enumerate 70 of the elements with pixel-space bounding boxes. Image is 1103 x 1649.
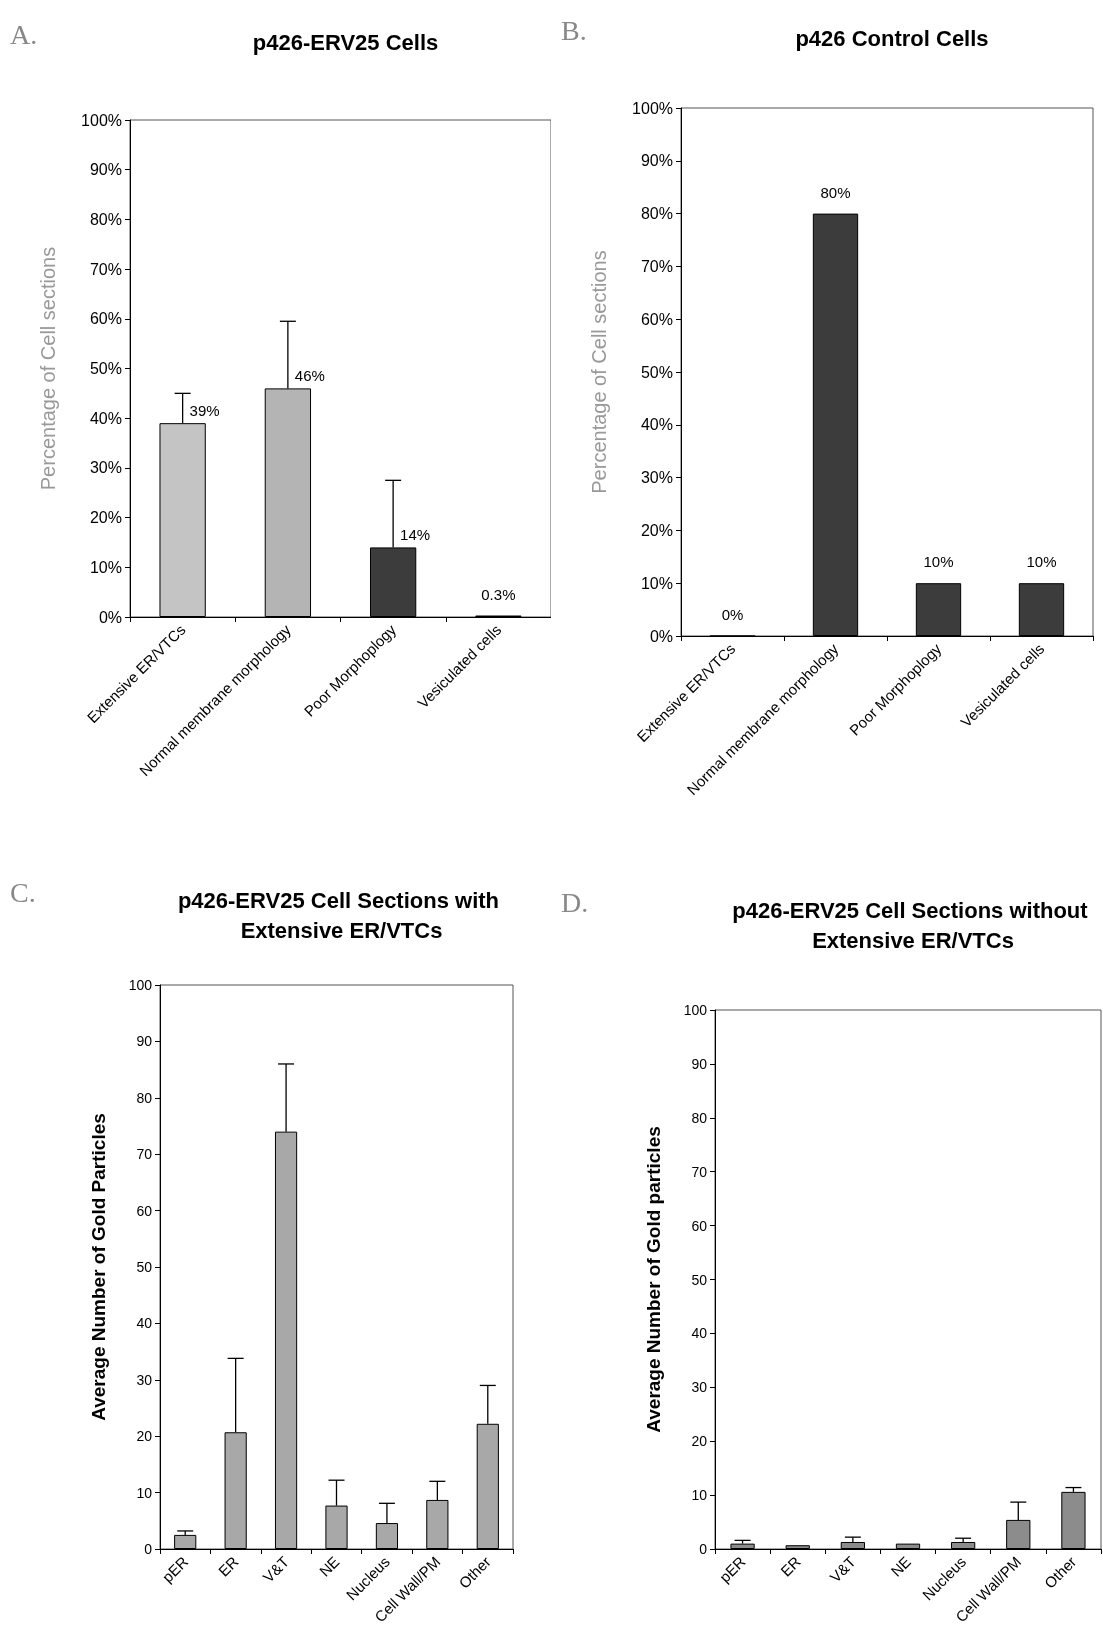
y-tick-label: 10% bbox=[89, 558, 122, 576]
text: D. bbox=[561, 886, 589, 918]
y-tick-label: 40 bbox=[136, 1315, 153, 1332]
y-axis-title: Average Number of Gold particles bbox=[643, 1126, 664, 1433]
y-tick-label: 50% bbox=[89, 360, 122, 377]
chart-title: p426-ERV25 Cell Sections without Extensive ER/VTCs bbox=[732, 897, 1094, 953]
y-tick-label: 60 bbox=[691, 1217, 708, 1234]
y-axis-title: Percentage of Cell sections bbox=[588, 250, 610, 494]
x-tick-label: ER bbox=[776, 1552, 804, 1580]
chart-title: p426-ERV25 Cells bbox=[252, 29, 439, 55]
y-tick-label: 80% bbox=[89, 210, 122, 228]
y-tick-label: 40% bbox=[89, 409, 122, 427]
y-tick-label: 80% bbox=[640, 205, 673, 223]
chart-title: p426-ERV25 Cell Sections with Extensive ER/VTCs bbox=[177, 887, 506, 943]
y-tick-label: 50% bbox=[640, 363, 673, 381]
y-tick-label: 90% bbox=[640, 152, 673, 170]
y-tick-label: 40% bbox=[640, 416, 673, 434]
x-tick-label: NE bbox=[887, 1552, 915, 1580]
y-tick-label: 80 bbox=[691, 1109, 708, 1126]
y-tick-label: 100 bbox=[683, 1002, 708, 1018]
y-axis-title: Percentage of Cell sections bbox=[37, 246, 59, 491]
y-tick-label: 50 bbox=[691, 1271, 708, 1288]
x-tick-label: V&T bbox=[259, 1552, 293, 1586]
y-tick-label: 60 bbox=[136, 1202, 153, 1219]
text: C. bbox=[10, 876, 36, 908]
y-tick-label: 10 bbox=[691, 1487, 708, 1504]
y-tick-label: 70 bbox=[136, 1146, 153, 1163]
data-label: 14% bbox=[400, 526, 431, 544]
data-label: 80% bbox=[820, 183, 851, 201]
y-tick-label: 20% bbox=[89, 509, 122, 527]
y-tick-label: 20% bbox=[640, 521, 673, 539]
x-tick-label: V&T bbox=[826, 1552, 859, 1586]
y-tick-label: 0% bbox=[98, 608, 122, 626]
y-tick-label: 20 bbox=[691, 1433, 708, 1450]
x-tick-label: NE bbox=[315, 1552, 343, 1580]
data-label: 46% bbox=[294, 367, 325, 385]
y-tick-label: 70% bbox=[89, 260, 122, 278]
y-tick-label: 60% bbox=[89, 310, 122, 328]
data-label: 10% bbox=[1026, 553, 1057, 571]
y-tick-label: 0 bbox=[699, 1541, 708, 1557]
y-axis-title: Average Number of Gold Particles bbox=[88, 1113, 109, 1421]
y-tick-label: 30 bbox=[691, 1379, 708, 1396]
y-tick-label: 70% bbox=[640, 257, 673, 275]
data-label: 39% bbox=[189, 402, 220, 420]
x-tick-label: ER bbox=[214, 1552, 242, 1580]
y-tick-label: 20 bbox=[136, 1428, 153, 1445]
y-tick-label: 90 bbox=[136, 1033, 153, 1050]
y-tick-label: 70 bbox=[691, 1163, 708, 1180]
y-tick-label: 100% bbox=[632, 99, 673, 117]
y-tick-label: 100% bbox=[81, 111, 122, 129]
y-tick-label: 10 bbox=[136, 1484, 153, 1501]
y-tick-label: 90 bbox=[691, 1055, 708, 1072]
data-label: 0% bbox=[721, 605, 744, 623]
y-tick-label: 40 bbox=[691, 1325, 708, 1342]
text: A. bbox=[10, 18, 38, 50]
data-label: 10% bbox=[923, 553, 954, 571]
y-tick-label: 90% bbox=[89, 161, 122, 179]
y-tick-label: 80 bbox=[136, 1089, 153, 1106]
y-tick-label: 0% bbox=[649, 627, 673, 645]
data-label: 0.3% bbox=[481, 585, 516, 603]
y-tick-label: 100 bbox=[128, 977, 153, 993]
y-tick-label: 10% bbox=[640, 574, 673, 592]
y-tick-label: 60% bbox=[640, 310, 673, 328]
chart-title: p426 Control Cells bbox=[795, 25, 989, 51]
y-tick-label: 30% bbox=[640, 469, 673, 487]
y-tick-label: 0 bbox=[144, 1541, 153, 1557]
y-tick-label: 30 bbox=[136, 1371, 153, 1388]
y-tick-label: 50 bbox=[136, 1259, 153, 1275]
y-tick-label: 30% bbox=[89, 459, 122, 477]
text: B. bbox=[561, 14, 587, 46]
